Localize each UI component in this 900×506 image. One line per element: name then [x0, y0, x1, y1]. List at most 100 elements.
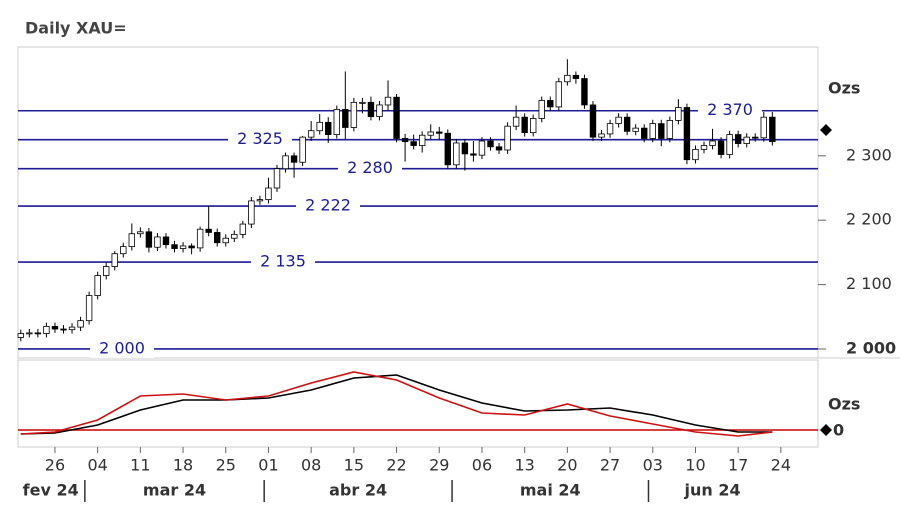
- level-label: 2 135: [260, 252, 306, 271]
- candle-body: [188, 245, 195, 249]
- candle-body: [154, 236, 161, 248]
- x-tick-label: 29: [429, 456, 449, 475]
- candle-body: [743, 136, 750, 144]
- candle-body: [641, 127, 648, 139]
- x-tick-label: 26: [45, 456, 65, 475]
- month-label: fev 24: [23, 481, 79, 500]
- level-label-bg: [228, 130, 292, 149]
- candle-body: [606, 123, 614, 135]
- candle-body: [307, 130, 315, 138]
- candle-body: [393, 96, 400, 139]
- candle-body: [384, 96, 392, 106]
- x-tick-label: 15: [344, 456, 364, 475]
- candle-body: [461, 142, 469, 155]
- candle-body: [410, 141, 417, 146]
- level-label-bg: [251, 253, 315, 272]
- zero-label: 0: [833, 421, 844, 440]
- candle-body: [290, 155, 298, 163]
- candle-body: [427, 131, 434, 136]
- candle-body: [512, 116, 520, 127]
- x-tick-label: 22: [386, 456, 406, 475]
- candle-body: [85, 295, 93, 322]
- candle-body: [589, 104, 597, 138]
- candle-body: [222, 237, 229, 244]
- candle-body: [487, 140, 494, 148]
- candle-body: [137, 231, 144, 235]
- x-tick-label: 11: [130, 456, 150, 475]
- candle-body: [453, 142, 460, 166]
- candle-body: [504, 125, 511, 151]
- level-label-bg: [296, 197, 360, 216]
- candle-body: [658, 123, 665, 139]
- zero-marker: [820, 424, 832, 436]
- x-tick-label: 27: [600, 456, 620, 475]
- level-label-bg: [338, 159, 402, 178]
- candle-body: [547, 100, 554, 108]
- candle-body: [717, 140, 725, 155]
- candle-body: [282, 155, 289, 170]
- candle-body: [666, 120, 674, 139]
- y-tick-label: 2 000: [846, 338, 896, 357]
- x-tick-label: 24: [771, 456, 791, 475]
- candle-body: [530, 118, 537, 134]
- candle-body: [162, 236, 170, 246]
- candle-body: [572, 74, 580, 79]
- candle-body: [495, 146, 503, 151]
- candle-body: [418, 134, 426, 146]
- candle-body: [359, 101, 366, 104]
- candle-body: [120, 246, 127, 255]
- candle-body: [17, 333, 24, 338]
- candle-body: [273, 168, 281, 189]
- y-tick-label: 2 100: [846, 274, 892, 293]
- level-label: 2 370: [707, 100, 753, 119]
- candle-body: [342, 109, 349, 128]
- candle-body: [760, 116, 767, 139]
- candle-body: [316, 121, 323, 132]
- candle-body: [231, 233, 238, 239]
- oscillator-pane: [17, 359, 819, 448]
- candle-body: [325, 121, 332, 135]
- candle-body: [34, 332, 42, 335]
- level-label: 2 222: [305, 196, 351, 215]
- y-tick-label: 2 300: [846, 145, 892, 164]
- candle-body: [299, 136, 306, 163]
- oscillator-line: [20, 374, 773, 435]
- x-tick-label: 06: [472, 456, 492, 475]
- candle-body: [683, 107, 691, 161]
- month-label: jun 24: [683, 481, 740, 500]
- candle-body: [239, 223, 247, 235]
- level-label: 2 280: [347, 158, 393, 177]
- candle-body: [367, 101, 375, 117]
- candle-body: [128, 233, 136, 248]
- month-label: mar 24: [143, 481, 206, 500]
- candle-body: [538, 100, 545, 119]
- candle-body: [179, 245, 187, 249]
- candle-body: [632, 127, 639, 132]
- x-tick-label: 08: [301, 456, 321, 475]
- level-label-bg: [698, 101, 762, 120]
- candle-body: [623, 116, 631, 132]
- level-label: 2 325: [237, 129, 283, 148]
- candle-body: [709, 140, 716, 146]
- chart-title: Daily XAU=: [25, 19, 127, 38]
- x-tick-label: 18: [173, 456, 193, 475]
- candle-body: [265, 187, 272, 201]
- candle-body: [692, 148, 699, 161]
- candle-body: [470, 153, 477, 156]
- x-tick-label: 25: [216, 456, 236, 475]
- candle-body: [401, 138, 409, 143]
- price-pane: [17, 46, 819, 359]
- unit-label: Ozs: [828, 395, 860, 414]
- candle-body: [734, 134, 742, 144]
- candle-body: [752, 136, 759, 139]
- last-price-marker: [820, 124, 832, 137]
- candle-body: [111, 253, 118, 267]
- x-tick-label: 10: [685, 456, 705, 475]
- candle-body: [675, 107, 682, 121]
- level-label-bg: [90, 339, 154, 358]
- candle-body: [333, 109, 340, 135]
- candle-body: [43, 326, 50, 334]
- x-tick-label: 04: [87, 456, 107, 475]
